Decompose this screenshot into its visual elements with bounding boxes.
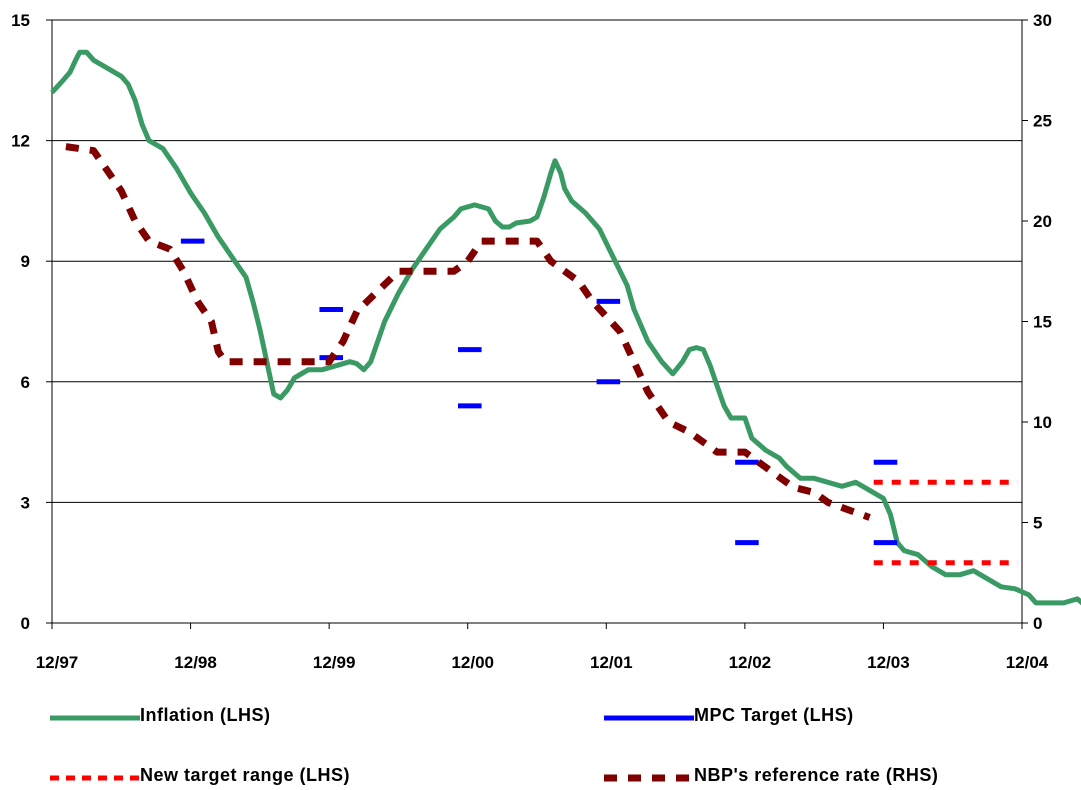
x-tick-label: 12/04 (1006, 653, 1049, 672)
y-right-tick-label: 10 (1033, 413, 1052, 432)
y-left-tick-label: 15 (11, 11, 30, 30)
y-right-tick-label: 30 (1033, 11, 1052, 30)
x-tick-label: 12/99 (313, 653, 356, 672)
gridlines (52, 20, 1022, 502)
y-right-tick-label: 25 (1033, 112, 1052, 131)
y-left-tick-label: 0 (21, 614, 30, 633)
legend-swatch-nbp-reference-rate (604, 770, 694, 780)
x-tick-label: 12/97 (36, 653, 79, 672)
legend-item-inflation: Inflation (LHS) (50, 700, 270, 730)
legend-item-mpc-target: MPC Target (LHS) (604, 700, 854, 730)
y-right-tick-label: 0 (1033, 614, 1042, 633)
y-right-tick-label: 5 (1033, 514, 1042, 533)
legend-swatch-new-target-range (50, 770, 140, 780)
x-tick-label: 12/01 (590, 653, 633, 672)
series-inflation-lhs (52, 52, 1081, 611)
x-tick-label: 12/98 (174, 653, 217, 672)
tick-labels: 0 3 6 9 12 15 0 5 10 15 20 25 30 12/97 12/98 12/99 12/00… (11, 11, 1052, 672)
legend-label-inflation: Inflation (LHS) (140, 705, 270, 726)
legend-item-nbp-reference-rate: NBP's reference rate (RHS) (604, 760, 938, 790)
y-left-tick-label: 3 (21, 493, 30, 512)
legend-swatch-inflation (50, 710, 140, 720)
series-layer (52, 52, 1081, 611)
legend-item-new-target-range: New target range (LHS) (50, 760, 350, 790)
legend-label-mpc-target: MPC Target (LHS) (694, 705, 854, 726)
legend-swatch-mpc-target (604, 710, 694, 720)
y-left-tick-label: 12 (11, 132, 30, 151)
y-left-tick-label: 9 (21, 252, 30, 271)
legend-label-new-target-range: New target range (LHS) (140, 765, 350, 786)
y-left-tick-label: 6 (21, 373, 30, 392)
y-right-tick-label: 20 (1033, 212, 1052, 231)
x-tick-label: 12/02 (729, 653, 772, 672)
y-right-tick-label: 15 (1033, 313, 1052, 332)
axes (46, 20, 1028, 629)
legend-label-nbp-reference-rate: NBP's reference rate (RHS) (694, 765, 938, 786)
x-tick-label: 12/03 (867, 653, 910, 672)
x-tick-label: 12/00 (451, 653, 494, 672)
